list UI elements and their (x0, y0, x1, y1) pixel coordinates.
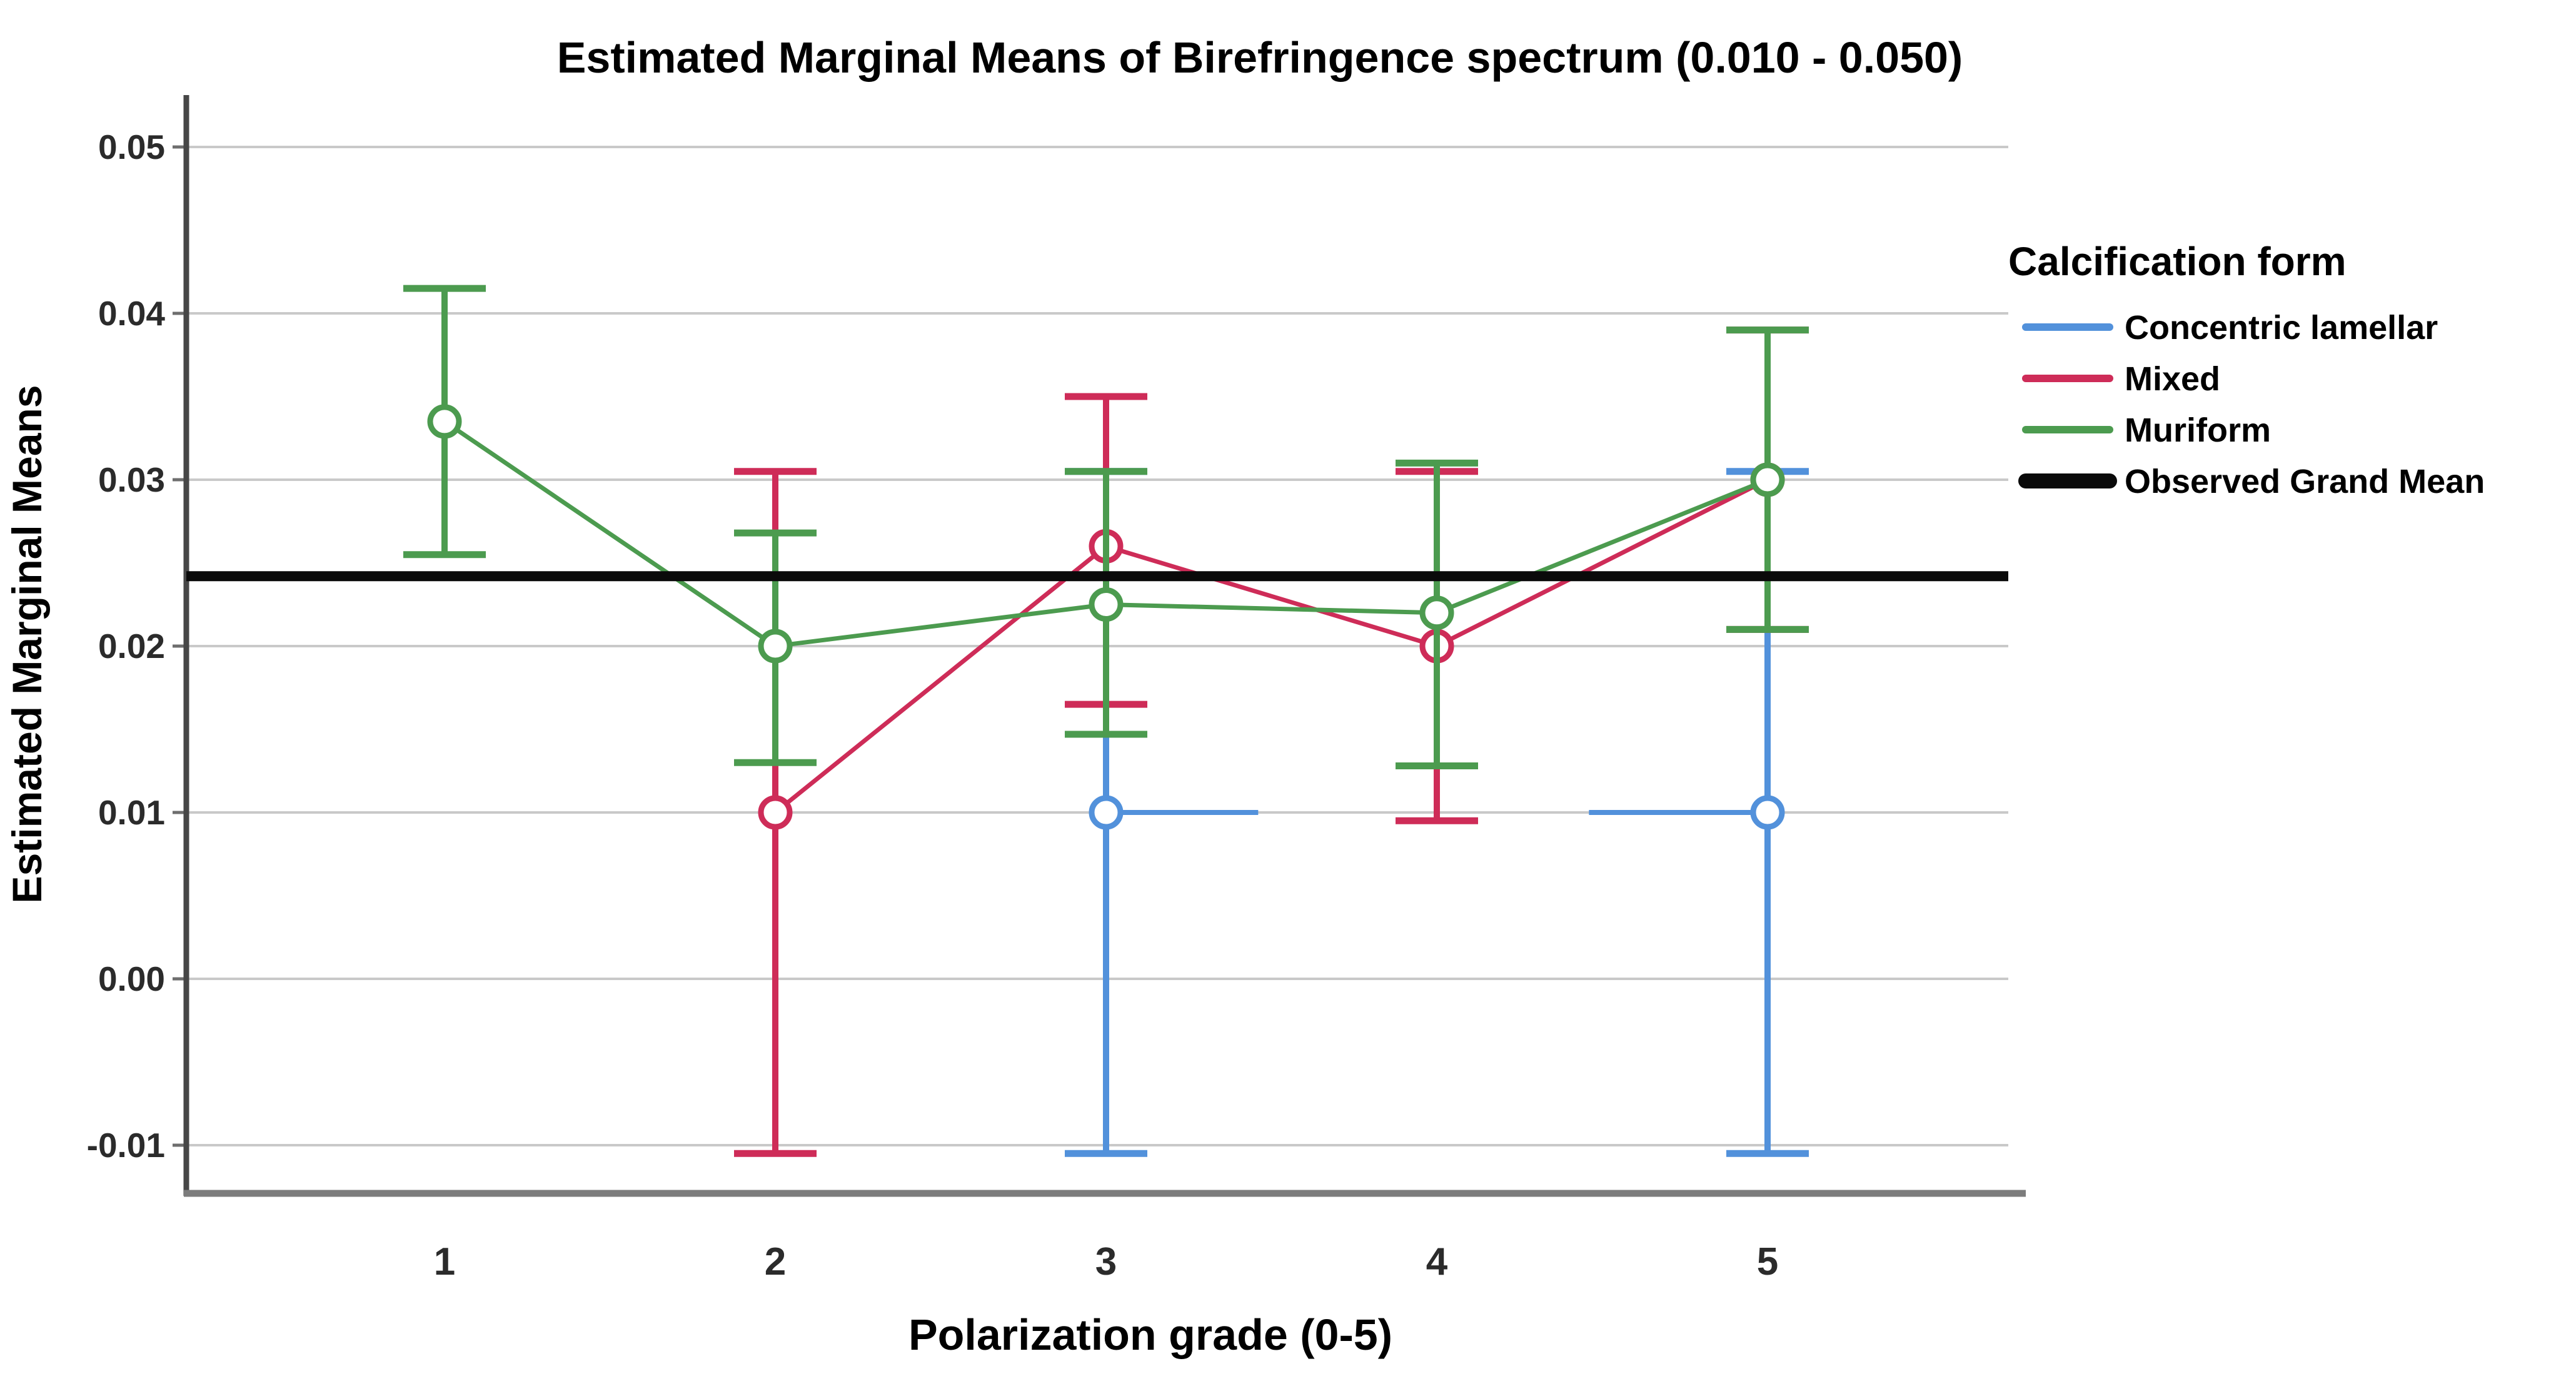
axes (183, 95, 2026, 1197)
data-point-marker (1750, 795, 1785, 830)
legend-item-label: Concentric lamellar (2125, 309, 2438, 347)
data-point-marker (1089, 795, 1124, 830)
series-muriform (403, 285, 1809, 770)
x-tick-label: 2 (765, 1240, 786, 1283)
data-point-marker (427, 404, 462, 439)
data-point-marker (1750, 462, 1785, 497)
y-axis-title: Estimated Marginal Means (4, 385, 50, 904)
x-tick-label: 3 (1095, 1240, 1117, 1283)
x-tick-labels: 1 2 3 4 5 (434, 1240, 1778, 1283)
legend-item-label: Muriform (2125, 412, 2271, 449)
data-point-marker (1089, 587, 1124, 622)
series-line (773, 477, 1769, 814)
y-tick-label: 0.05 (98, 128, 165, 166)
data-point-marker (758, 795, 793, 830)
legend: Concentric lamellar Mixed Muriform Observed… (2018, 309, 2485, 500)
y-tick-label: 0.00 (98, 959, 165, 998)
legend-title: Calcification form (2008, 239, 2347, 284)
y-tick-label: 0.04 (98, 294, 165, 333)
y-tick-label: 0.02 (98, 627, 165, 665)
y-tick-label: -0.01 (87, 1126, 165, 1165)
x-tick-label: 4 (1426, 1240, 1448, 1283)
legend-item-label: Mixed (2125, 360, 2220, 398)
x-tick-label: 1 (434, 1240, 455, 1283)
x-tick-label: 5 (1757, 1240, 1778, 1283)
x-axis-title: Polarization grade (0-5) (908, 1310, 1392, 1359)
y-tick-label: 0.01 (98, 793, 165, 832)
series-layer (403, 285, 1809, 1157)
y-tick-label: 0.03 (98, 460, 165, 499)
legend-item-label: Observed Grand Mean (2125, 463, 2485, 500)
chart-title: Estimated Marginal Means of Birefringenc… (557, 33, 1963, 82)
y-tick-labels: 0.05 0.04 0.03 0.02 0.01 0.00 -0.01 (87, 128, 166, 1165)
data-point-marker (1419, 595, 1454, 630)
data-point-marker (758, 629, 793, 664)
